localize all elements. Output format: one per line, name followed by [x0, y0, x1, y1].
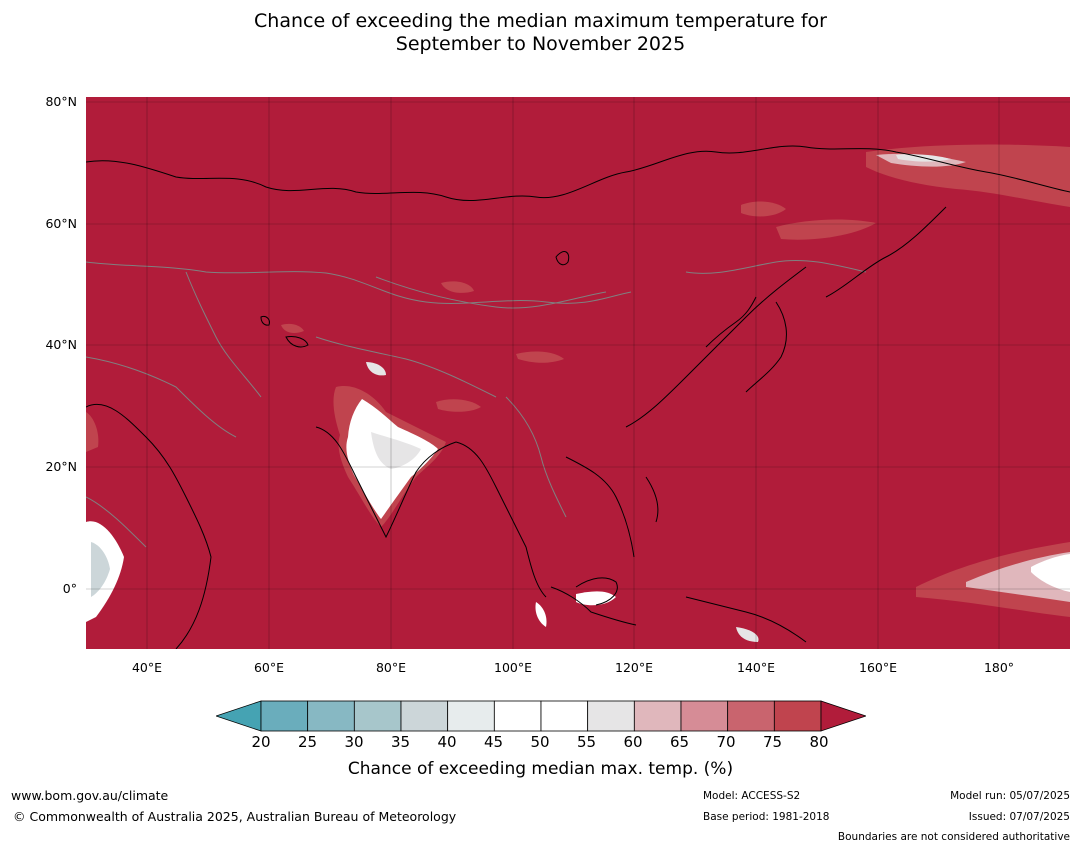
colorbar-cell	[773, 700, 822, 732]
map-title-line1: Chance of exceeding the median maximum t…	[254, 10, 827, 32]
arabia-africa-coast	[86, 403, 212, 649]
tibet-patch	[436, 399, 481, 412]
colorbar-cell	[587, 700, 635, 732]
lon-label-180: 180°	[983, 660, 1015, 675]
boundary-indochina	[505, 396, 567, 518]
east-africa-grey-patch	[91, 542, 110, 597]
colorbar-tick-75: 75	[762, 733, 783, 751]
lon-label-60e: 60°E	[253, 660, 285, 675]
colorbar-label: Chance of exceeding median max. temp. (%…	[347, 759, 734, 779]
boundary-himalaya	[315, 336, 497, 398]
new-guinea-coast	[685, 596, 807, 643]
sumatra-java-coast	[550, 586, 637, 626]
aral-coast	[260, 316, 270, 326]
colorbar-tick-25: 25	[297, 733, 318, 751]
lon-label-140e: 140°E	[736, 660, 776, 675]
central-siberia-patch	[741, 201, 786, 217]
coastlines	[86, 145, 1070, 649]
issued-date: Issued: 07/07/2025	[968, 811, 1070, 823]
lat-label-40n: 40°N	[45, 337, 77, 352]
lon-label-160e: 160°E	[858, 660, 898, 675]
colorbar-tick-45: 45	[483, 733, 504, 751]
kazakh-patch	[281, 323, 304, 333]
colorbar	[214, 700, 868, 732]
lon-label-40e: 40°E	[131, 660, 163, 675]
model-name: Model: ACCESS-S2	[703, 790, 801, 802]
colorbar-tick-70: 70	[716, 733, 736, 751]
yakutia-patch	[776, 219, 876, 240]
arabia-west-patch	[86, 412, 99, 452]
colorbar-tick-55: 55	[576, 733, 597, 751]
lon-label-120e: 120°E	[614, 660, 654, 675]
baikal-coast	[555, 251, 570, 266]
colorbar-cell	[260, 700, 309, 732]
model-run-date: Model run: 05/07/2025	[950, 790, 1070, 802]
colorbar-tick-60: 60	[623, 733, 643, 751]
colorbar-cell	[633, 700, 682, 732]
indochina-coast	[565, 456, 635, 558]
pacific-equatorial-white	[1031, 554, 1070, 592]
colorbar-cell	[680, 700, 729, 732]
colorbar-extend-high	[820, 700, 868, 732]
colorbar-tick-40: 40	[437, 733, 457, 751]
colorbar-cell	[540, 700, 589, 732]
korea-coast	[705, 296, 757, 348]
graticule	[86, 97, 1070, 649]
colorbar-cell	[493, 700, 542, 732]
map-title: Chance of exceeding the median maximum t…	[0, 10, 1081, 56]
lon-label-100e: 100°E	[493, 660, 533, 675]
map-panel	[86, 97, 1070, 649]
lat-label-0: 0°	[62, 581, 77, 596]
colorbar-tick-65: 65	[669, 733, 690, 751]
colorbar-tick-80: 80	[809, 733, 829, 751]
bay-of-bengal-coast	[455, 441, 547, 598]
colorbar-cell	[353, 700, 402, 732]
lat-label-20n: 20°N	[45, 459, 77, 474]
borneo-coast	[575, 577, 618, 606]
kamchatka-coast	[825, 206, 947, 298]
boundary-russia-china	[685, 259, 867, 274]
probability-map	[86, 97, 1070, 649]
probability-patches	[86, 144, 1070, 642]
india-grey-patch	[371, 432, 421, 469]
arctic-coast	[86, 145, 1070, 201]
papua-patch	[736, 627, 759, 642]
country-boundaries	[86, 259, 867, 548]
bom-website-link[interactable]: www.bom.gov.au/climate	[11, 788, 169, 803]
boundary-mongolia	[375, 276, 607, 309]
boundary-russia-south	[86, 261, 632, 304]
colorbar-graphic	[214, 700, 868, 732]
sumatra-patch	[535, 602, 547, 627]
mongolia-patch	[441, 281, 474, 293]
india-coast	[315, 426, 457, 539]
colorbar-tick-20: 20	[251, 733, 271, 751]
base-period: Base period: 1981-2018	[703, 811, 830, 823]
boundary-middle-east	[86, 356, 237, 438]
boundary-east-africa	[86, 496, 147, 548]
copyright-text: © Commonwealth of Australia 2025, Austra…	[13, 809, 457, 824]
japan-coast	[745, 301, 787, 393]
colorbar-cell	[307, 700, 355, 732]
colorbar-cell	[447, 700, 495, 732]
colorbar-extend-low	[214, 700, 262, 732]
china-east-coast	[625, 266, 807, 428]
colorbar-tick-35: 35	[390, 733, 411, 751]
colorbar-tick-30: 30	[344, 733, 364, 751]
map-title-line2: September to November 2025	[395, 33, 686, 55]
boundary-central-asia	[185, 271, 262, 398]
lon-label-80e: 80°E	[375, 660, 407, 675]
caspian-coast	[285, 336, 309, 348]
colorbar-cell	[400, 700, 449, 732]
lat-label-80n: 80°N	[45, 94, 77, 109]
philippines-coast	[645, 476, 659, 523]
karakoram-patch	[366, 362, 386, 376]
china-patch	[516, 351, 564, 363]
colorbar-cell	[727, 700, 775, 732]
boundary-disclaimer: Boundaries are not considered authoritat…	[837, 831, 1070, 843]
colorbar-tick-50: 50	[530, 733, 550, 751]
lat-label-60n: 60°N	[45, 216, 77, 231]
